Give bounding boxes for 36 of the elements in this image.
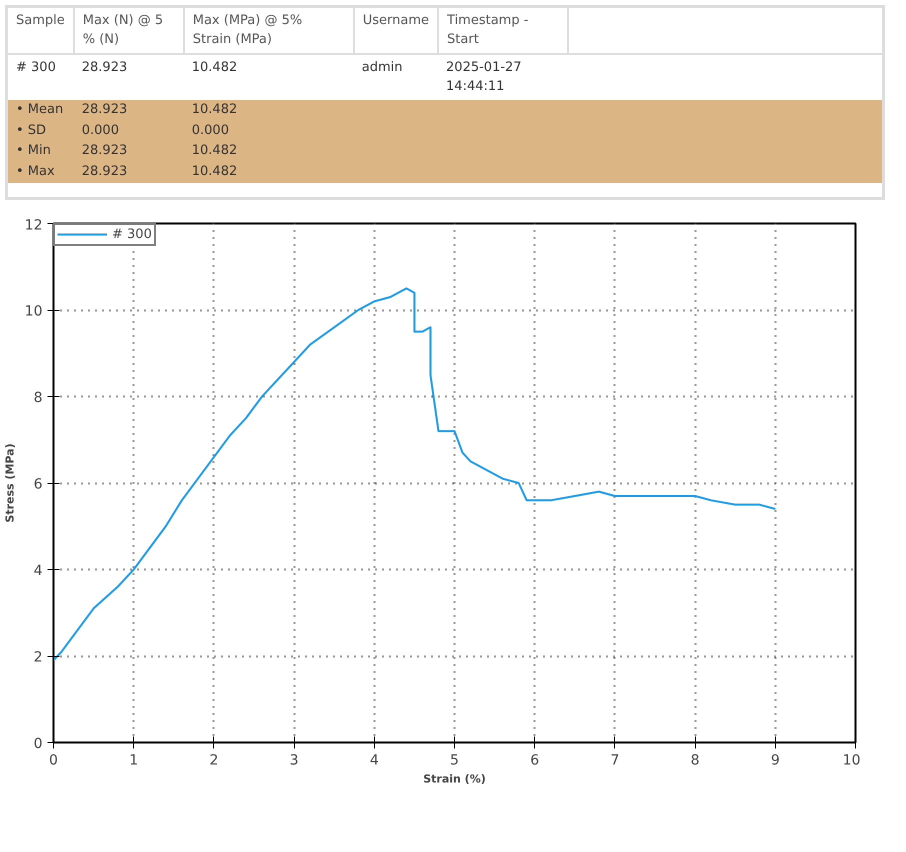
category-label: Max (N) @ 5 % (N) (74, 8, 184, 54)
x-tick-label: 9 (770, 752, 780, 768)
stats-row-band: • Min 28.923 10.482 (8, 141, 882, 162)
x-tick-label: 8 (690, 752, 700, 768)
text: 10.482 (190, 59, 238, 78)
line-series (54, 287, 776, 661)
x-tick-label: 6 (530, 752, 540, 768)
stats-row-band: • SD 0.000 0.000 (8, 120, 882, 142)
category-label: Username (354, 8, 438, 54)
text: admin (360, 59, 404, 78)
text: 28.923 (80, 59, 128, 78)
x-tick-label: 10 (842, 752, 861, 768)
stats-row-band: • Mean 28.923 10.482 (8, 100, 882, 121)
x-tick-label: 4 (370, 752, 379, 768)
y-axis-title: Stress (MPa) (4, 443, 17, 522)
y-tick-label: 8 (34, 390, 43, 406)
x-tick-label: 2 (209, 752, 218, 768)
x-tick-label: 1 (129, 752, 138, 768)
category-label: Timestamp - Start (438, 8, 568, 54)
x-tick-label: 5 (450, 752, 459, 768)
legend-label: # 300 (112, 226, 152, 242)
y-tick-label: 2 (34, 649, 43, 666)
y-tick-label: 12 (24, 217, 43, 234)
text: # 300 (15, 59, 57, 78)
x-axis-title: Strain (%) (423, 772, 486, 786)
x-tick-label: 0 (49, 752, 58, 768)
y-tick-label: 10 (24, 303, 43, 320)
x-tick-label: 7 (610, 752, 620, 768)
category-label: Max (MPa) @ 5% Strain (MPa) (184, 8, 354, 54)
y-tick-label: 6 (34, 476, 43, 492)
x-tick-label: 3 (290, 752, 299, 768)
category-label: Sample (8, 8, 74, 54)
y-tick-label: 0 (34, 736, 43, 752)
y-tick-label: 4 (34, 562, 43, 579)
text: 2025-01-27 14:44:11 (445, 59, 523, 96)
stats-row-band: • Max 28.923 10.482 (8, 162, 882, 182)
